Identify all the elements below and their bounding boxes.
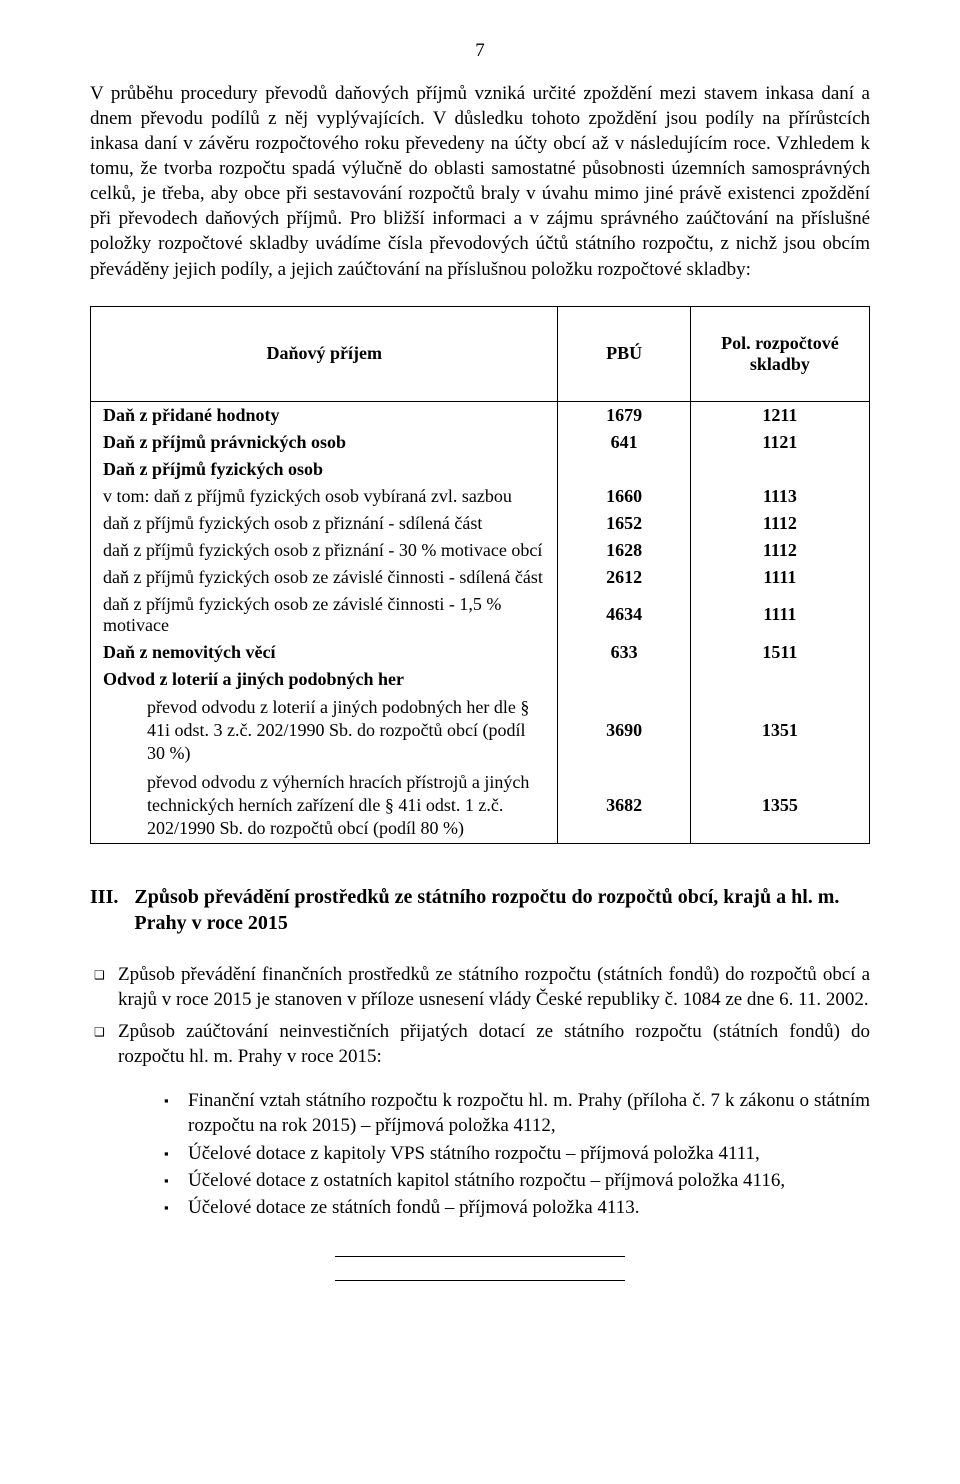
table-row: daň z příjmů fyzických osob z přiznání -… bbox=[91, 510, 870, 537]
col-header-name: Daňový příjem bbox=[91, 306, 558, 401]
table-row: Daň z příjmů fyzických osob bbox=[91, 456, 870, 483]
bullet-list: ❑Způsob převádění finančních prostředků … bbox=[90, 962, 870, 1070]
cell-pol: 1511 bbox=[690, 639, 869, 666]
table-row: Daň z nemovitých věcí6331511 bbox=[91, 639, 870, 666]
cell-pbu: 3690 bbox=[558, 693, 690, 768]
table-header-row: Daňový příjem PBÚ Pol. rozpočtové skladb… bbox=[91, 306, 870, 401]
list-item: ▪Účelové dotace ze státních fondů – příj… bbox=[164, 1195, 870, 1220]
page-number: 7 bbox=[90, 40, 870, 62]
signature-line bbox=[335, 1241, 625, 1257]
cell-name: Odvod z loterií a jiných podobných her bbox=[91, 666, 558, 693]
square-bullet-list: ▪Finanční vztah státního rozpočtu k rozp… bbox=[90, 1088, 870, 1221]
list-item-text: Účelové dotace z kapitoly VPS státního r… bbox=[188, 1141, 870, 1166]
cell-pbu: 641 bbox=[558, 429, 690, 456]
section-title: Způsob převádění prostředků ze státního … bbox=[134, 884, 870, 936]
filled-square-icon: ▪ bbox=[164, 1088, 188, 1109]
cell-pbu: 1679 bbox=[558, 401, 690, 429]
cell-name: v tom: daň z příjmů fyzických osob vybír… bbox=[91, 483, 558, 510]
cell-pol: 1112 bbox=[690, 537, 869, 564]
list-item-text: Účelové dotace z ostatních kapitol státn… bbox=[188, 1168, 870, 1193]
list-item-text: Finanční vztah státního rozpočtu k rozpo… bbox=[188, 1088, 870, 1139]
list-item: ▪Účelové dotace z ostatních kapitol stát… bbox=[164, 1168, 870, 1193]
table-row: Daň z přidané hodnoty16791211 bbox=[91, 401, 870, 429]
cell-name: daň z příjmů fyzických osob ze závislé č… bbox=[91, 591, 558, 639]
list-item: ▪Účelové dotace z kapitoly VPS státního … bbox=[164, 1141, 870, 1166]
hollow-square-icon: ❑ bbox=[90, 1019, 118, 1040]
table-row: daň z příjmů fyzických osob ze závislé č… bbox=[91, 591, 870, 639]
list-item: ▪Finanční vztah státního rozpočtu k rozp… bbox=[164, 1088, 870, 1139]
cell-pbu: 633 bbox=[558, 639, 690, 666]
signature-lines bbox=[90, 1241, 870, 1281]
table-row: Daň z příjmů právnických osob6411121 bbox=[91, 429, 870, 456]
cell-name: daň z příjmů fyzických osob z přiznání -… bbox=[91, 510, 558, 537]
signature-line bbox=[335, 1265, 625, 1281]
filled-square-icon: ▪ bbox=[164, 1195, 188, 1216]
cell-pbu bbox=[558, 456, 690, 483]
table-row: Odvod z loterií a jiných podobných her bbox=[91, 666, 870, 693]
cell-pbu: 2612 bbox=[558, 564, 690, 591]
col-header-pol: Pol. rozpočtové skladby bbox=[690, 306, 869, 401]
col-header-pbu: PBÚ bbox=[558, 306, 690, 401]
list-item: ❑Způsob zaúčtování neinvestičních přijat… bbox=[90, 1019, 870, 1070]
cell-pol bbox=[690, 666, 869, 693]
list-item-text: Způsob zaúčtování neinvestičních přijatý… bbox=[118, 1019, 870, 1070]
section-3-heading: III. Způsob převádění prostředků ze stát… bbox=[90, 884, 870, 936]
cell-pol: 1351 bbox=[690, 693, 869, 768]
cell-pol: 1211 bbox=[690, 401, 869, 429]
cell-pbu: 1660 bbox=[558, 483, 690, 510]
cell-pbu: 3682 bbox=[558, 768, 690, 844]
filled-square-icon: ▪ bbox=[164, 1141, 188, 1162]
list-item-text: Účelové dotace ze státních fondů – příjm… bbox=[188, 1195, 870, 1220]
table-row: převod odvodu z loterií a jiných podobný… bbox=[91, 693, 870, 768]
cell-pol bbox=[690, 456, 869, 483]
cell-name: daň z příjmů fyzických osob z přiznání -… bbox=[91, 537, 558, 564]
cell-name: převod odvodu z výherních hracích přístr… bbox=[91, 768, 558, 844]
list-item-text: Způsob převádění finančních prostředků z… bbox=[118, 962, 870, 1013]
cell-pbu bbox=[558, 666, 690, 693]
tax-table: Daňový příjem PBÚ Pol. rozpočtové skladb… bbox=[90, 306, 870, 844]
cell-pol: 1111 bbox=[690, 564, 869, 591]
cell-name: Daň z nemovitých věcí bbox=[91, 639, 558, 666]
cell-pol: 1113 bbox=[690, 483, 869, 510]
cell-name: daň z příjmů fyzických osob ze závislé č… bbox=[91, 564, 558, 591]
table-row: daň z příjmů fyzických osob z přiznání -… bbox=[91, 537, 870, 564]
cell-pol: 1355 bbox=[690, 768, 869, 844]
cell-name: Daň z příjmů právnických osob bbox=[91, 429, 558, 456]
cell-pol: 1121 bbox=[690, 429, 869, 456]
table-row: v tom: daň z příjmů fyzických osob vybír… bbox=[91, 483, 870, 510]
cell-name: Daň z přidané hodnoty bbox=[91, 401, 558, 429]
intro-paragraph: V průběhu procedury převodů daňových pří… bbox=[90, 81, 870, 282]
table-row: převod odvodu z výherních hracích přístr… bbox=[91, 768, 870, 844]
document-page: 7 V průběhu procedury převodů daňových p… bbox=[0, 0, 960, 1349]
table-row: daň z příjmů fyzických osob ze závislé č… bbox=[91, 564, 870, 591]
cell-pol: 1112 bbox=[690, 510, 869, 537]
list-item: ❑Způsob převádění finančních prostředků … bbox=[90, 962, 870, 1013]
section-number: III. bbox=[90, 884, 118, 936]
filled-square-icon: ▪ bbox=[164, 1168, 188, 1189]
cell-pbu: 1652 bbox=[558, 510, 690, 537]
cell-pbu: 1628 bbox=[558, 537, 690, 564]
cell-name: Daň z příjmů fyzických osob bbox=[91, 456, 558, 483]
hollow-square-icon: ❑ bbox=[90, 962, 118, 983]
cell-name: převod odvodu z loterií a jiných podobný… bbox=[91, 693, 558, 768]
cell-pbu: 4634 bbox=[558, 591, 690, 639]
cell-pol: 1111 bbox=[690, 591, 869, 639]
